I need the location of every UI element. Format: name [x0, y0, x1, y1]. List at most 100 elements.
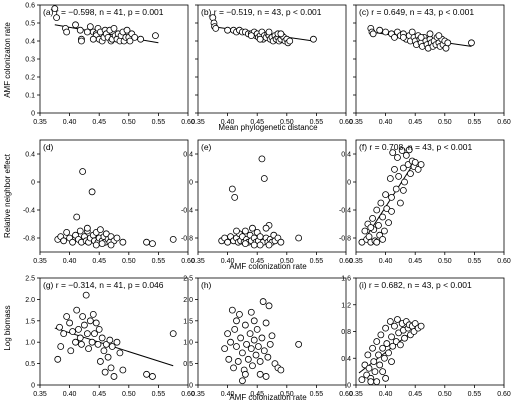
data-point: [414, 165, 422, 173]
data-point: [212, 24, 220, 32]
data-point: [383, 340, 391, 347]
data-point: [381, 354, 388, 362]
data-point: [76, 26, 84, 34]
data-point: [389, 342, 397, 350]
data-point: [238, 377, 246, 385]
y-tick-label: 2.5: [25, 276, 35, 283]
x-tick-label: 0.60: [497, 391, 511, 398]
x-tick-label: 0.55: [152, 258, 166, 265]
panel-g: 0.35 0.40 0.45 0.50 0.55 0.6000.51.01.52.02.5…: [25, 276, 195, 399]
y-tick-label: -0.8: [23, 236, 35, 243]
x-tick-label: 0.55: [468, 119, 482, 126]
data-point: [435, 32, 443, 39]
x-tick-label: 0.40: [379, 119, 393, 126]
panel-d: 0.35 0.40 0.45 0.50 0.55 0.60-0.8-0.400.4(d): [23, 139, 195, 265]
x-tick-label: 0.45: [250, 119, 264, 126]
data-point: [152, 32, 159, 39]
x-tick-label: 0.40: [221, 119, 235, 126]
data-point: [382, 28, 390, 36]
y-tick-label: -0.8: [339, 236, 351, 243]
data-point: [265, 241, 273, 249]
data-point: [411, 320, 419, 327]
data-point: [101, 368, 109, 376]
y-tick-label: 0.5: [25, 361, 35, 368]
x-tick-label: 0.50: [280, 258, 294, 265]
x-tick-label: 0.55: [468, 391, 482, 398]
y-tick-label: 0.4: [341, 356, 351, 363]
y-tick-label: 0.4: [341, 152, 351, 159]
data-point: [382, 374, 390, 382]
data-point: [260, 175, 268, 182]
data-point: [123, 26, 131, 34]
data-point: [137, 35, 145, 43]
panel-label: (c) r = 0.649, n = 43, p < 0.001: [359, 7, 474, 17]
data-point: [389, 149, 397, 157]
y-tick-label: 0: [189, 383, 193, 390]
data-point: [72, 338, 79, 346]
y-tick-label: 0.6: [25, 3, 35, 10]
y-tick-label: -0.4: [339, 208, 351, 215]
data-point: [83, 28, 91, 36]
data-point: [81, 321, 88, 329]
data-point: [67, 347, 75, 355]
data-point: [376, 26, 384, 34]
data-point: [392, 185, 400, 193]
data-point: [264, 353, 272, 361]
data-point: [369, 30, 377, 38]
data-point: [73, 306, 81, 314]
data-point: [228, 306, 236, 314]
data-point: [370, 358, 378, 365]
x-tick-label: 0.45: [92, 391, 106, 398]
x-tick-label: 0.50: [438, 258, 452, 265]
panel-label: (d): [43, 142, 54, 152]
panel-h: 0.35 0.40 0.45 0.50 0.55 0.6000.51.01.52.02.5…: [183, 276, 353, 399]
panel-label: (i) r = 0.682, n = 43, p < 0.001: [359, 280, 472, 290]
data-point: [373, 206, 381, 214]
data-point: [286, 37, 294, 45]
bottom-xlabel: AMF colonization rate: [229, 393, 307, 402]
data-point: [110, 373, 118, 380]
data-point: [426, 30, 434, 38]
panel-frame: [197, 277, 347, 386]
x-tick-label: 0.40: [221, 258, 235, 265]
data-point: [78, 37, 85, 45]
y-tick-label: 0.4: [25, 152, 35, 159]
data-point: [258, 155, 266, 163]
data-point: [126, 37, 134, 45]
y-tick-label: 0.5: [25, 21, 35, 28]
data-point: [375, 221, 382, 229]
data-point: [295, 340, 303, 348]
panel-frame: [355, 139, 505, 253]
x-tick-label: 0.55: [310, 258, 324, 265]
x-tick-label: 0.60: [339, 258, 353, 265]
data-point: [60, 330, 68, 338]
data-point: [227, 338, 234, 346]
data-point: [72, 21, 79, 29]
data-point: [85, 345, 92, 353]
x-tick-label: 0.50: [280, 391, 294, 398]
panel-frame: [39, 4, 189, 114]
x-tick-label: 0.60: [339, 391, 353, 398]
data-point: [247, 308, 255, 316]
data-point: [83, 330, 91, 338]
data-point: [63, 28, 71, 36]
data-point: [57, 343, 65, 350]
data-point: [373, 238, 381, 246]
panel-frame: [197, 139, 347, 253]
y-tick-label: -0.4: [23, 208, 35, 215]
data-point: [98, 240, 106, 248]
data-point: [376, 361, 384, 369]
x-tick-label: 0.40: [63, 391, 77, 398]
data-point: [73, 213, 81, 221]
y-tick-label: 0.4: [183, 152, 193, 159]
data-point: [108, 343, 116, 350]
data-point: [369, 214, 376, 222]
data-point: [256, 358, 264, 365]
data-point: [265, 302, 273, 310]
x-tick-label: 0.45: [92, 119, 106, 126]
row2-ylabel: Relative neighbor effect: [3, 153, 12, 238]
data-point: [143, 370, 150, 378]
data-point: [256, 370, 264, 378]
x-tick-label: 0.45: [408, 391, 422, 398]
